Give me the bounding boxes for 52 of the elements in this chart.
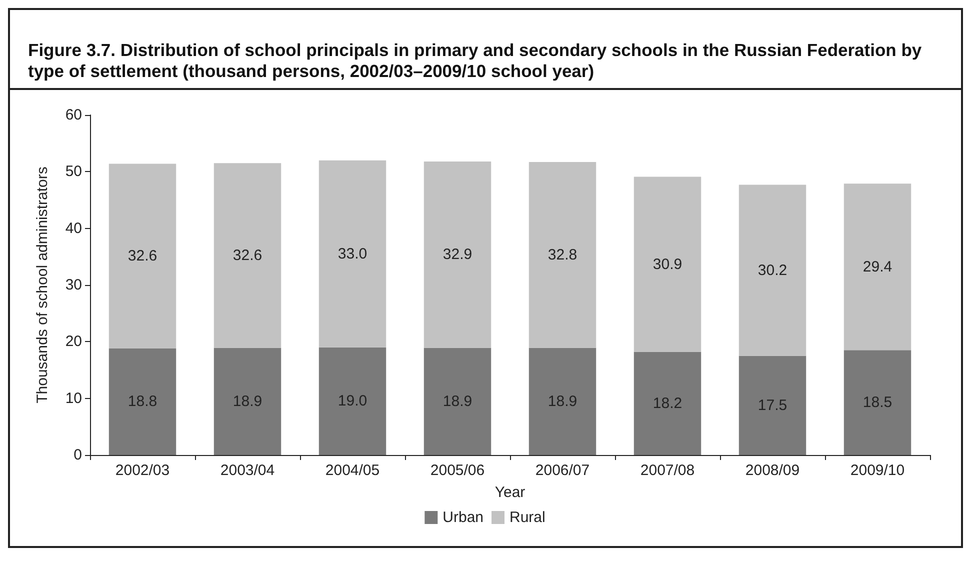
data-label: 19.0 xyxy=(338,392,368,410)
x-tick-label: 2007/08 xyxy=(640,462,695,479)
data-label: 18.2 xyxy=(652,394,682,412)
bar xyxy=(214,163,282,348)
bar xyxy=(214,348,282,455)
data-label: 30.9 xyxy=(652,256,682,273)
y-tick-label: 40 xyxy=(65,220,82,237)
data-label: 32.8 xyxy=(548,246,578,264)
y-tick-label: 0 xyxy=(74,446,82,464)
data-label: 32.9 xyxy=(442,246,472,264)
y-tick-label: 10 xyxy=(65,390,82,407)
bar xyxy=(424,348,492,455)
data-label: 18.5 xyxy=(862,394,892,412)
bar xyxy=(738,184,806,356)
chart-title: Figure 3.7. Distribution of school principals in primary and secondary schools in the Russian Federation by type of settlement (thousand persons, 2002/03–2009/10 school year) xyxy=(10,40,961,90)
data-label: 17.5 xyxy=(758,396,788,414)
data-label: 18.9 xyxy=(232,392,262,410)
x-tick-label: 2003/04 xyxy=(220,462,275,479)
y-tick-label: 50 xyxy=(65,163,82,180)
data-label: 18.9 xyxy=(442,392,472,410)
legend-label: Rural xyxy=(510,509,546,526)
data-label: 32.6 xyxy=(232,247,262,264)
x-tick-label: 2009/10 xyxy=(850,462,905,479)
bar xyxy=(108,348,176,455)
x-tick-label: 2008/09 xyxy=(745,462,800,479)
y-tick-label: 30 xyxy=(65,276,82,294)
data-label: 18.9 xyxy=(548,392,578,410)
bar xyxy=(844,350,912,455)
bar xyxy=(528,348,596,455)
data-label: 32.6 xyxy=(128,248,158,265)
x-tick-label: 2002/03 xyxy=(115,462,170,479)
bar xyxy=(844,184,912,350)
data-label: 33.0 xyxy=(338,245,368,262)
bar xyxy=(528,162,596,348)
bar xyxy=(318,160,386,348)
x-tick-label: 2006/07 xyxy=(535,462,590,479)
bar xyxy=(318,347,386,455)
y-tick-label: 20 xyxy=(65,333,82,350)
data-label: 29.4 xyxy=(862,258,892,276)
bar xyxy=(738,356,806,455)
legend-label: Urban xyxy=(442,509,484,526)
y-axis-title: Thousands of school administrators xyxy=(34,166,51,404)
x-tick-label: 2004/05 xyxy=(325,462,380,479)
bar xyxy=(634,176,702,352)
x-tick-label: 2005/06 xyxy=(430,462,485,479)
data-label: 18.8 xyxy=(128,393,158,410)
bar xyxy=(634,352,702,455)
x-axis-title: Year xyxy=(494,484,526,501)
bar xyxy=(108,164,176,348)
bar xyxy=(424,161,492,348)
y-tick-label: 60 xyxy=(65,106,82,124)
data-label: 30.2 xyxy=(758,262,788,279)
